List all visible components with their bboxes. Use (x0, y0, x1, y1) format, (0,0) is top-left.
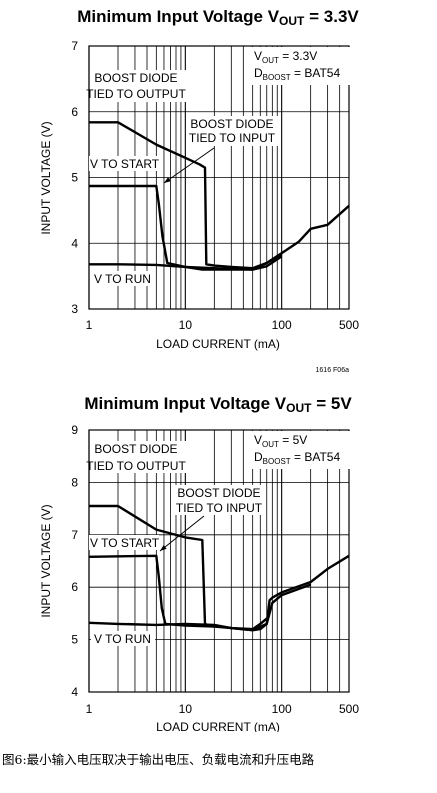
annotation-bg (91, 271, 155, 286)
annotation-v-to-run: V TO RUN (94, 632, 151, 646)
y-tick-label: 4 (71, 685, 78, 699)
chart-title: Minimum Input Voltage VOUT = 5V (84, 394, 352, 415)
annotation-boost-input: TIED TO INPUT (189, 131, 276, 145)
series-line-3 (89, 255, 283, 271)
y-tick-label: 5 (71, 633, 78, 647)
annotation-bg (90, 441, 186, 473)
annotation-boost-output: BOOST DIODE (94, 71, 177, 85)
annotation-boost-output: BOOST DIODE (94, 442, 177, 456)
annotation-boost-input: TIED TO INPUT (176, 501, 263, 515)
y-tick-label: 5 (71, 171, 78, 185)
annotation-bg (186, 116, 278, 146)
legend-vout: VOUT = 3.3V (254, 49, 317, 65)
annotation-arrow (159, 515, 205, 552)
y-tick-label: 8 (71, 475, 78, 489)
x-tick-label: 500 (339, 702, 359, 716)
series-line-1 (89, 121, 350, 270)
figure-caption: 图6:最小输入电压取决于输出电压、负载电流和升压电路 (2, 752, 315, 767)
y-tick-label: 3 (71, 302, 78, 316)
annotation-bg (91, 631, 155, 646)
y-tick-label: 6 (71, 105, 78, 119)
x-tick-label: 500 (339, 318, 359, 332)
chart-vout-3v3: Minimum Input Voltage VOUT = 3.3V 1 10 100 5… (0, 0, 437, 380)
chart-vout-5v-svg: Minimum Input Voltage VOUT = 5V 1 10 100 500… (39, 394, 359, 732)
annotation-v-to-start: V TO START (90, 536, 160, 550)
annotation-arrowhead (164, 177, 171, 183)
series-line-3 (88, 617, 268, 631)
annotation-boost-input: BOOST DIODE (177, 486, 260, 500)
x-tick-label: 100 (272, 318, 292, 332)
series-line-1 (89, 504, 350, 632)
x-axis-label: LOAD CURRENT (mA) (156, 720, 280, 732)
annotation-bg (90, 70, 186, 102)
y-axis-label: INPUT VOLTAGE (V) (39, 121, 53, 234)
x-tick-label: 100 (272, 702, 292, 716)
legend-bg (248, 47, 350, 85)
legend-dboost: DBOOST = BAT54 (254, 66, 340, 82)
annotation-arrowhead (160, 545, 167, 551)
x-tick-label: 10 (179, 318, 193, 332)
x-tick-label: 1 (86, 318, 93, 332)
y-tick-label: 4 (71, 236, 78, 250)
y-tick-label: 7 (71, 528, 78, 542)
annotation-bg (89, 535, 159, 550)
annotation-boost-input: BOOST DIODE (190, 117, 273, 131)
annotation-arrow (163, 147, 215, 184)
y-axis-label: INPUT VOLTAGE (V) (39, 504, 53, 617)
y-tick-label: 7 (71, 39, 78, 53)
annotation-boost-output: TIED TO OUTPUT (86, 459, 186, 473)
legend-bg (248, 431, 350, 469)
x-tick-label: 10 (179, 702, 193, 716)
chart-vout-5v: Minimum Input Voltage VOUT = 5V 1 10 100 500… (0, 386, 437, 732)
y-tick-label: 9 (71, 423, 78, 437)
annotation-bg (173, 485, 265, 515)
chart-vout-3v3-svg: Minimum Input Voltage VOUT = 3.3V 1 10 100 5… (39, 7, 359, 374)
figure-id: 1616 F06a (316, 367, 350, 374)
legend-dboost: DBOOST = BAT54 (254, 450, 340, 466)
plot-frame (88, 429, 350, 693)
y-tick-label: 6 (71, 580, 78, 594)
legend-vout: VOUT = 5V (254, 433, 307, 449)
plot-frame (88, 45, 350, 310)
chart-title: Minimum Input Voltage VOUT = 3.3V (77, 7, 359, 28)
annotation-v-to-run: V TO RUN (94, 272, 151, 286)
x-tick-label: 1 (86, 702, 93, 716)
annotation-bg (89, 156, 159, 171)
annotation-boost-output: TIED TO OUTPUT (86, 87, 186, 101)
annotation-v-to-start: V TO START (90, 157, 160, 171)
x-axis-label: LOAD CURRENT (mA) (156, 337, 280, 351)
